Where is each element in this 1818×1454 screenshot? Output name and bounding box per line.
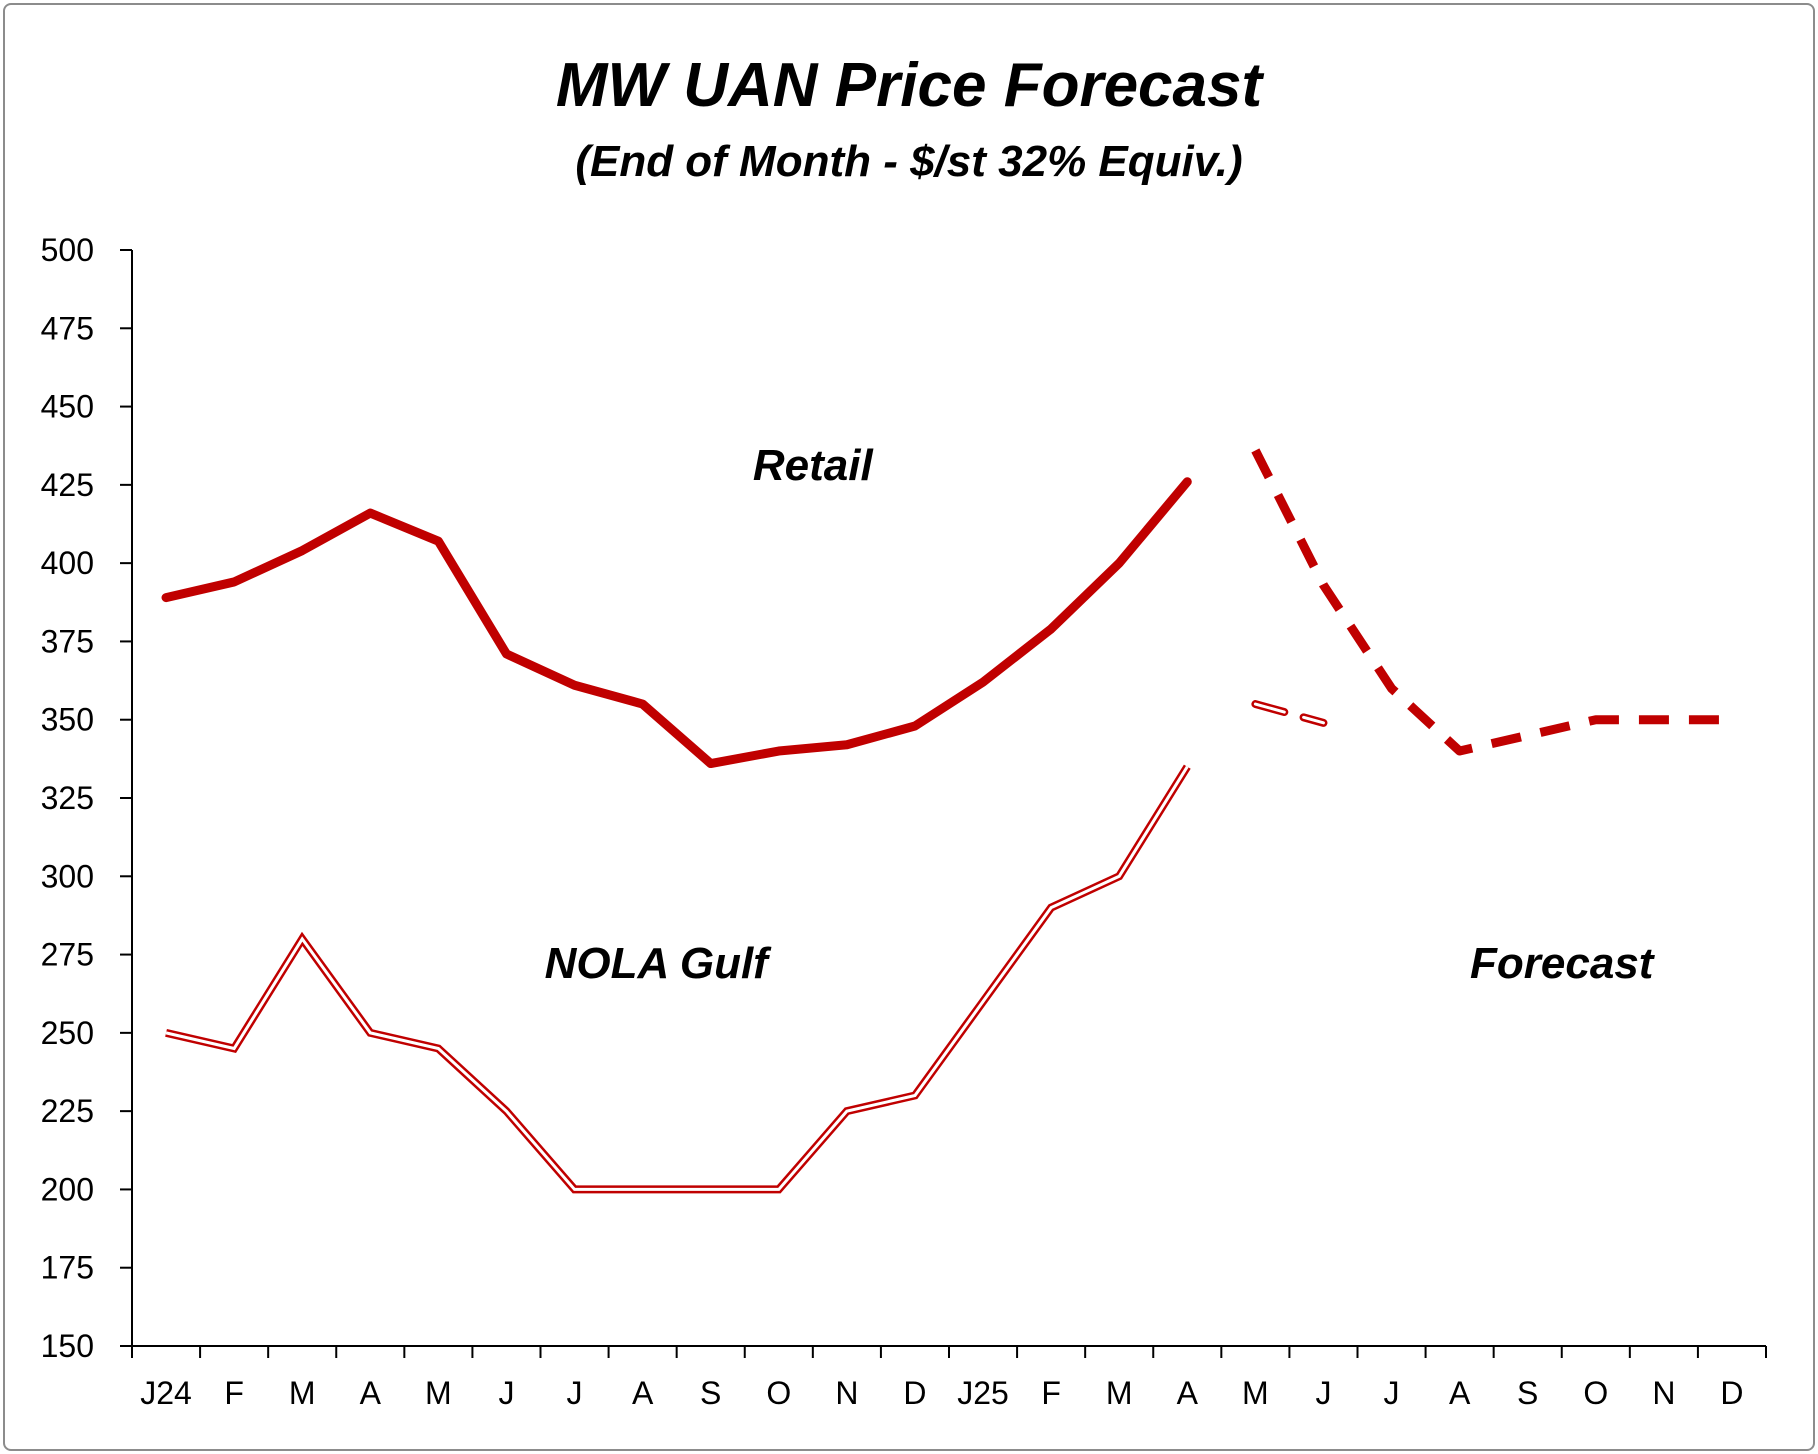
x-tick-label: S xyxy=(1517,1375,1538,1411)
x-tick-label: D xyxy=(1720,1375,1743,1411)
axes-group: 150 175 200 225 250 275 300 325 350 375 400 425 450 4… xyxy=(41,232,1767,1411)
x-tick-label: N xyxy=(835,1375,858,1411)
x-tick-label: M xyxy=(425,1375,452,1411)
y-tick-label: 225 xyxy=(41,1093,94,1129)
y-tick-label: 500 xyxy=(41,232,94,268)
x-tick-label: J xyxy=(567,1375,583,1411)
x-tick-label: O xyxy=(766,1375,791,1411)
x-tick-label: M xyxy=(289,1375,316,1411)
x-tick-label: J xyxy=(1315,1375,1331,1411)
x-tick-label: J24 xyxy=(140,1375,192,1411)
y-tick-label: 325 xyxy=(41,780,94,816)
x-tick-label: J xyxy=(498,1375,514,1411)
x-tick-label: J25 xyxy=(957,1375,1009,1411)
x-tick-label: D xyxy=(903,1375,926,1411)
series-retail-line xyxy=(161,477,1192,769)
x-tick-label: N xyxy=(1652,1375,1675,1411)
series-nola-gulf-forecast-inner xyxy=(1253,702,1325,725)
y-tick-label: 250 xyxy=(41,1015,94,1051)
x-tick-label: A xyxy=(360,1375,382,1411)
y-tick-label: 425 xyxy=(41,467,94,503)
annotation-retail: Retail xyxy=(753,441,874,490)
x-tick-label: A xyxy=(1177,1375,1199,1411)
annotations-group: Retail NOLA Gulf Forecast xyxy=(545,441,1656,988)
x-tick-label: M xyxy=(1242,1375,1269,1411)
x-tick-label: F xyxy=(1041,1375,1061,1411)
y-tick-label: 175 xyxy=(41,1250,94,1286)
x-tick-label: A xyxy=(1449,1375,1471,1411)
series-nola-gulf-inner xyxy=(165,765,1189,1191)
y-tick-label: 300 xyxy=(41,858,94,894)
x-tick-label: A xyxy=(632,1375,654,1411)
x-tick-label: S xyxy=(700,1375,721,1411)
y-tick-label: 275 xyxy=(41,937,94,973)
y-tick-label: 475 xyxy=(41,310,94,346)
x-tick-label: F xyxy=(224,1375,244,1411)
annotation-forecast: Forecast xyxy=(1470,939,1656,988)
y-tick-label: 200 xyxy=(41,1171,94,1207)
y-tick-label: 375 xyxy=(41,623,94,659)
x-tick-label: M xyxy=(1106,1375,1133,1411)
annotation-nola-gulf: NOLA Gulf xyxy=(545,939,773,988)
x-tick-label: O xyxy=(1583,1375,1608,1411)
series-group xyxy=(161,448,1732,1194)
chart-subtitle: (End of Month - $/st 32% Equiv.) xyxy=(575,137,1242,186)
series-retail-forecast-line xyxy=(1251,448,1732,756)
y-tick-label: 400 xyxy=(41,545,94,581)
y-tick-label: 450 xyxy=(41,389,94,425)
chart-title: MW UAN Price Forecast xyxy=(556,51,1265,120)
y-tick-label: 150 xyxy=(41,1328,94,1364)
y-tick-label: 350 xyxy=(41,702,94,738)
x-tick-label: J xyxy=(1384,1375,1400,1411)
